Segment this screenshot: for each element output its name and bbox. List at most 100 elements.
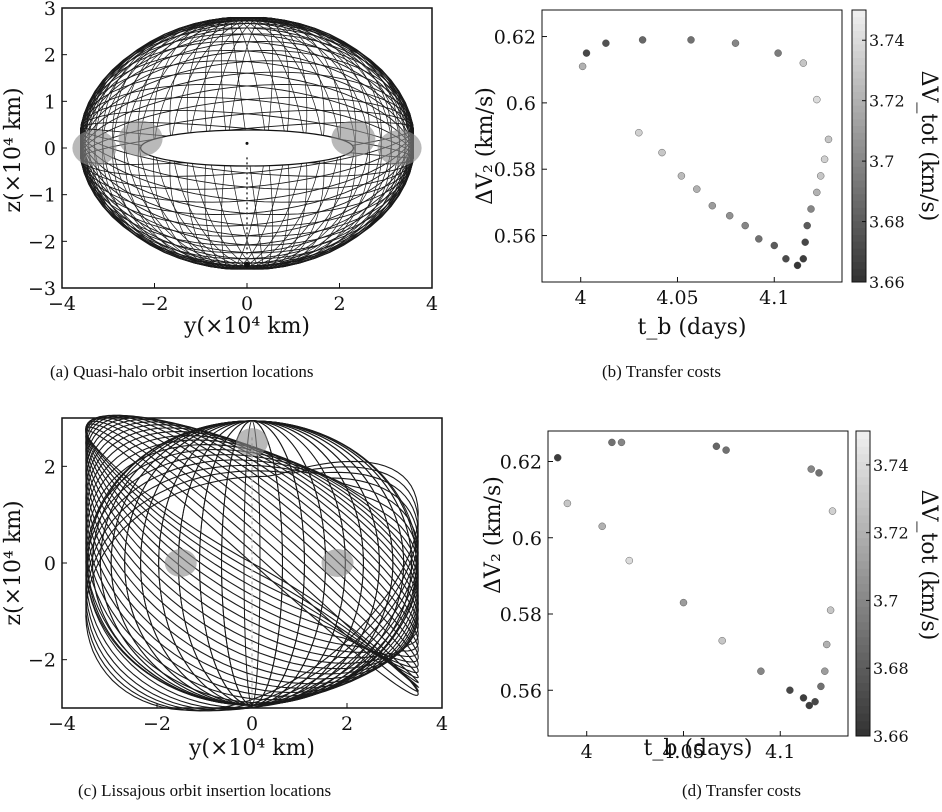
x-axis-label: y(×10⁴ km) — [188, 736, 315, 761]
data-point — [807, 465, 815, 473]
x-tick-label: 4 — [436, 713, 448, 735]
data-point — [828, 507, 837, 515]
y-tick-label: 0.62 — [494, 27, 536, 49]
colorbar-segment — [856, 728, 870, 737]
colorbar-segment — [852, 112, 866, 120]
data-point — [799, 59, 807, 67]
x-axis-label: t_b (days) — [643, 736, 752, 761]
colorbar-segment — [852, 139, 866, 147]
colorbar-segment — [852, 159, 866, 167]
colorbar-segment — [856, 499, 870, 508]
quasi-halo-plot: −4 −2 0 2 4 −3 −2 −1 0 1 2 3 y(×10⁴ km) z(×10⁴ km) — [1, 0, 438, 339]
y-tick-label: −3 — [28, 278, 56, 300]
y-axis-label: ΔV₂ (km/s) — [473, 87, 498, 205]
colorbar-segment — [856, 705, 870, 714]
data-point — [625, 556, 634, 565]
x-tick-label: 0 — [241, 293, 253, 315]
orbit-curve — [85, 420, 419, 684]
colorbar-segment — [852, 166, 866, 174]
plot-frame — [547, 430, 849, 737]
data-point — [823, 640, 831, 649]
data-point — [635, 128, 643, 137]
colorbar-segment — [856, 644, 870, 653]
data-point — [677, 172, 686, 180]
x-tick-label: −2 — [143, 713, 171, 735]
insertion-region — [321, 549, 354, 577]
orbit-curve — [85, 459, 419, 711]
colorbar-segment — [856, 621, 870, 630]
colorbar-segment — [852, 125, 866, 133]
y-tick-label: 0.56 — [494, 226, 536, 248]
caption-c: (c) Lissajous orbit insertion locations — [78, 781, 332, 800]
colorbar-segment — [856, 675, 870, 684]
colorbar-segment — [856, 659, 870, 668]
y-tick-label: −2 — [28, 231, 56, 253]
colorbar-segment — [856, 476, 870, 485]
colorbar-segment — [856, 568, 870, 577]
data-point — [826, 606, 835, 614]
colorbar-frame — [851, 9, 867, 283]
colorbar-segment — [852, 207, 866, 215]
data-point — [726, 211, 734, 220]
data-point — [755, 235, 763, 243]
colorbar-segment — [852, 152, 866, 161]
colorbar-label: ΔV_tot (km/s) — [916, 71, 941, 222]
colorbar-segment — [856, 553, 870, 562]
insertion-region — [118, 120, 163, 157]
data-point — [799, 694, 808, 702]
data-point — [824, 135, 833, 144]
data-point — [658, 148, 666, 157]
colorbar-segment — [852, 275, 866, 283]
colorbar-segment — [856, 530, 870, 539]
colorbar-segment — [856, 713, 870, 722]
colorbar-segment — [856, 606, 870, 615]
data-point — [801, 238, 809, 246]
x-tick-label: 4.1 — [765, 741, 795, 763]
colorbar-segment — [856, 522, 870, 531]
orbit-curve — [85, 423, 420, 688]
colorbar-segment — [852, 248, 866, 256]
x-tick-label: −4 — [48, 713, 76, 735]
colorbar-segment — [852, 91, 866, 99]
colorbar-segment — [856, 636, 870, 645]
data-point — [582, 49, 591, 57]
data-point — [718, 636, 726, 645]
colorbar-segment — [852, 261, 866, 269]
colorbar-segment — [856, 667, 870, 676]
colorbar-tick-label: 3.68 — [869, 213, 905, 232]
colorbar-segment — [856, 682, 870, 691]
x-tick-label: 2 — [333, 293, 345, 315]
colorbar-segment — [856, 461, 870, 470]
orbit-curve — [85, 426, 419, 692]
data-point — [712, 442, 721, 450]
data-point — [722, 446, 730, 454]
data-point — [817, 682, 825, 691]
insertion-region — [72, 130, 117, 166]
colorbar-segment — [856, 453, 870, 462]
caption-a: (a) Quasi-halo orbit insertion locations — [50, 362, 314, 381]
data-point — [813, 188, 821, 197]
colorbar-segment — [856, 446, 870, 455]
y-tick-label: 1 — [44, 91, 56, 113]
colorbar-segment — [856, 537, 870, 546]
colorbar-segment — [856, 484, 870, 493]
data-point — [602, 39, 610, 47]
data-point — [693, 185, 701, 193]
orbit-curve — [85, 431, 419, 697]
colorbar-tick-label: 3.66 — [873, 727, 909, 746]
colorbar-frame — [855, 430, 871, 737]
x-tick-label: 4.05 — [656, 287, 698, 309]
data-point — [608, 438, 616, 447]
colorbar-segment — [856, 629, 870, 638]
orbit-curve — [85, 460, 419, 711]
x-tick-label: 4 — [426, 293, 438, 315]
y-tick-label: 0.58 — [500, 604, 542, 626]
x-tick-label: −2 — [140, 293, 168, 315]
data-point — [815, 469, 823, 477]
data-point — [817, 172, 825, 180]
y-axis-label: ΔV₂ (km/s) — [481, 476, 506, 594]
orbit-curve — [85, 439, 419, 704]
panel-a: −4 −2 0 2 4 −3 −2 −1 0 1 2 3 y(×10⁴ km) z(×10⁴ km) … — [0, 0, 470, 395]
colorbar-segment — [852, 23, 866, 31]
y-tick-label: −1 — [28, 185, 56, 207]
